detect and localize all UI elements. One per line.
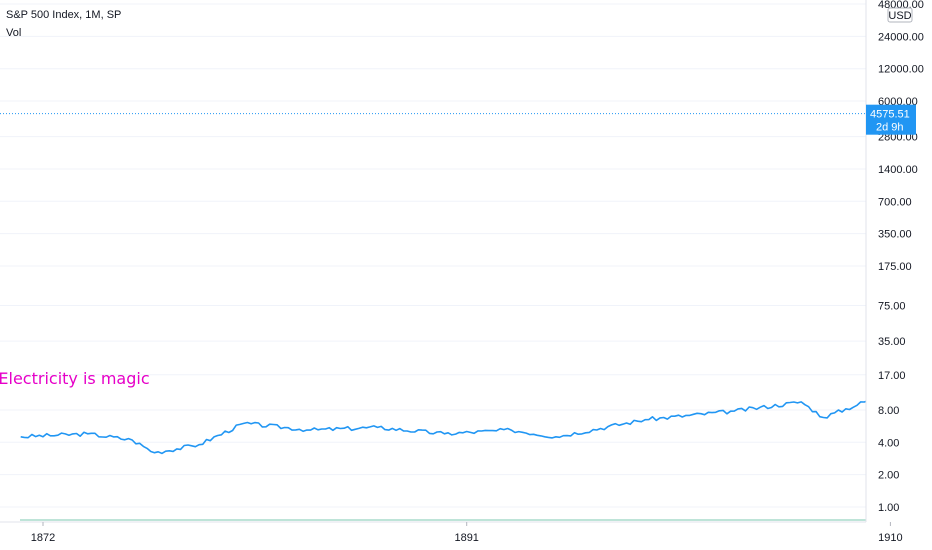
y-axis-background (866, 0, 932, 522)
annotation-layer: Electricity is magicElectricityis normal… (0, 369, 150, 388)
y-tick-label: 1400.00 (878, 164, 918, 176)
price-line (20, 399, 932, 455)
y-tick-label: 48000.00 (878, 0, 924, 11)
x-tick-label: 1872 (31, 532, 55, 544)
y-tick-label: 175.00 (878, 261, 912, 273)
annotation-text: Electricity is magic (0, 369, 150, 388)
x-tick-label: 1910 (878, 532, 902, 544)
price-layer (20, 399, 932, 455)
y-tick-label: 75.00 (878, 301, 906, 313)
volume-label: Vol (6, 27, 21, 39)
x-axis-ticks: 1872189119101929194819621976199020042018… (31, 522, 903, 544)
currency-label: USD (888, 10, 911, 22)
volume-bars (20, 519, 932, 521)
y-tick-label: 350.00 (878, 229, 912, 241)
y-tick-label: 8.00 (878, 405, 899, 417)
x-axis-background (0, 522, 932, 550)
grid (0, 3, 866, 508)
last-price-value: 4575.51 (870, 109, 910, 121)
x-tick-label: 1891 (454, 532, 478, 544)
y-tick-label: 17.00 (878, 370, 906, 382)
y-tick-label: 700.00 (878, 196, 912, 208)
last-price-label-box (866, 104, 916, 135)
y-tick-label: 12000.00 (878, 64, 924, 76)
y-tick-label: 1.00 (878, 502, 899, 514)
currency-badge[interactable] (887, 7, 913, 23)
y-tick-label: 4.00 (878, 437, 899, 449)
last-price-countdown: 2d 9h (876, 122, 904, 134)
y-tick-label: 35.00 (878, 336, 906, 348)
y-tick-label: 24000.00 (878, 31, 924, 43)
y-tick-label: 2.00 (878, 470, 899, 482)
chart-title: S&P 500 Index, 1M, SP (6, 9, 121, 21)
